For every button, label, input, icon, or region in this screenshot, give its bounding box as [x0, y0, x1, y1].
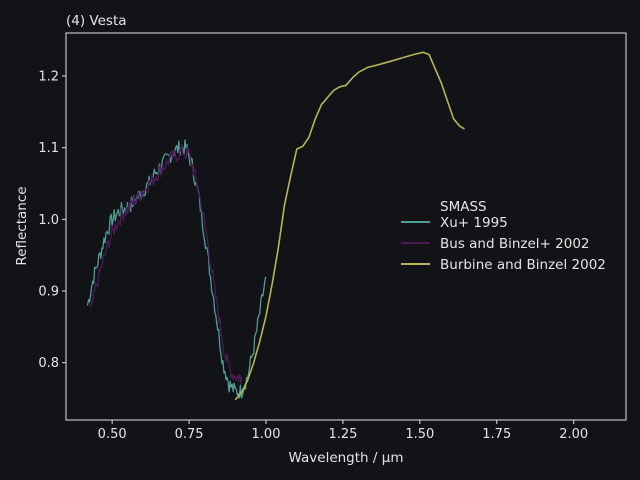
- y-tick-label: 1.0: [38, 213, 59, 228]
- x-tick-label: 1.00: [252, 427, 281, 442]
- series-line-3: [234, 51, 465, 401]
- legend-title: SMASS: [440, 199, 487, 215]
- legend-entries: Xu+ 1995 Bus and Binzel+ 2002 Burbine and …: [401, 215, 606, 273]
- plot-frame: [65, 32, 627, 421]
- y-axis-label: Reflectance: [14, 186, 30, 265]
- x-axis: 0.50 0.75 1.00 1.25 1.50 1.75 2.00: [98, 420, 588, 442]
- x-tick-label: 1.25: [328, 427, 357, 442]
- series-layer: [86, 51, 465, 401]
- legend-label: Bus and Binzel+ 2002: [440, 236, 590, 252]
- y-tick-label: 0.9: [38, 285, 59, 300]
- x-tick-label: 1.75: [482, 427, 511, 442]
- y-tick-label: 0.8: [38, 356, 59, 371]
- x-tick-label: 1.50: [405, 427, 434, 442]
- x-tick-label: 0.50: [98, 427, 127, 442]
- y-tick-label: 1.1: [38, 141, 59, 156]
- legend-label: Xu+ 1995: [440, 215, 508, 231]
- y-axis: 0.8 0.9 1.0 1.1 1.2: [38, 70, 66, 371]
- y-tick-label: 1.2: [38, 70, 59, 85]
- x-tick-label: 0.75: [175, 427, 204, 442]
- chart-title: (4) Vesta: [66, 13, 127, 29]
- legend-label: Burbine and Binzel 2002: [440, 257, 606, 273]
- legend: SMASS Xu+ 1995 Bus and Binzel+ 2002 Burbin…: [401, 199, 606, 273]
- series-line-1: [86, 139, 267, 399]
- x-tick-label: 2.00: [559, 427, 588, 442]
- x-axis-label: Wavelength / µm: [289, 450, 404, 466]
- series-line-2: [89, 143, 243, 385]
